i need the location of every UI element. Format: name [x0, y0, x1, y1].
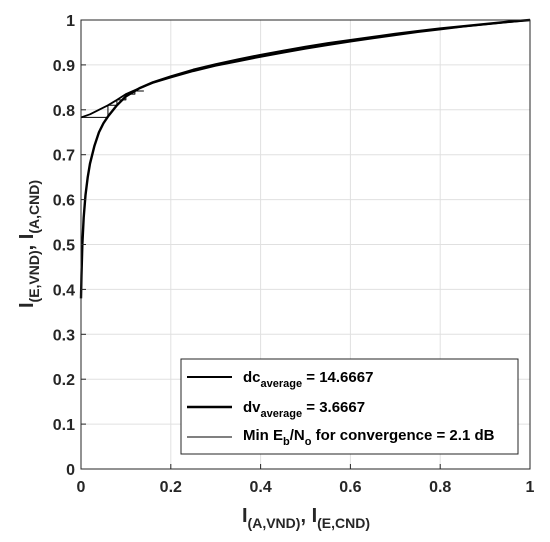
x-axis-label-sub2: (E,CND) [317, 515, 370, 531]
x-tick-label: 1 [526, 479, 535, 496]
legend-conv-mid: /N [290, 427, 305, 444]
y-tick-label: 0.3 [53, 327, 75, 344]
x-axis-label-sub1: (A,VND) [248, 515, 301, 531]
y-tick-label: 0.4 [53, 282, 75, 299]
legend-conv-main: Min E [243, 427, 283, 444]
series-line-dv [79, 18, 531, 299]
y-tick-label: 0.7 [53, 148, 75, 165]
legend-conv-sub: b [283, 436, 290, 448]
x-tick-label: 0.8 [429, 479, 451, 496]
y-axis-label-sep: , [16, 239, 38, 250]
y-axis-label-sub1: (E,VND) [26, 250, 42, 302]
legend-dc-main: dc [243, 369, 261, 386]
legend-dv-main: dv [243, 399, 261, 416]
x-axis-label-var2: I [312, 505, 318, 527]
x-axis-label: I(A,VND), I(E,CND) [242, 505, 370, 531]
legend-dv-sub: average [261, 408, 303, 420]
legend-dc-rest: = 14.6667 [302, 369, 373, 386]
y-tick-label: 1 [66, 13, 75, 30]
y-tick-label: 0.1 [53, 417, 75, 434]
y-axis-label: I(E,VND), I(A,CND) [16, 180, 42, 308]
legend: dcaverage = 14.6667 dvaverage = 3.6667 M… [180, 358, 519, 455]
y-tick-label: 0.9 [53, 58, 75, 75]
legend-box [180, 358, 519, 455]
x-tick-label: 0.4 [249, 479, 271, 496]
x-tick-label: 0.6 [339, 479, 361, 496]
x-tick-label: 0 [77, 479, 86, 496]
y-tick-label: 0.2 [53, 372, 75, 389]
y-axis-label-var2: I [16, 234, 38, 240]
y-tick-label: 0.6 [53, 193, 75, 210]
series-line-convergence [81, 90, 144, 118]
legend-dc-sub: average [261, 378, 303, 390]
y-axis-label-var1: I [16, 302, 38, 308]
x-axis-label-sep: , [300, 505, 311, 527]
legend-dv-rest: = 3.6667 [302, 399, 365, 416]
y-tick-label: 0.8 [53, 103, 75, 120]
y-axis-label-sub2: (A,CND) [26, 180, 42, 234]
legend-entry-dv: dvaverage = 3.6667 [243, 399, 365, 420]
x-axis-label-var1: I [242, 505, 248, 527]
legend-conv-sub2: o [305, 436, 312, 448]
legend-entry-convergence: Min Eb/No for convergence = 2.1 dB [243, 427, 495, 448]
y-axis-ticks: 0 0.1 0.2 0.3 0.4 0.5 0.6 0.7 0.8 0.9 1 [53, 13, 86, 479]
series-layer [79, 18, 531, 299]
y-tick-label: 0 [66, 462, 75, 479]
y-tick-label: 0.5 [53, 238, 75, 255]
series-line-dc [80, 19, 531, 119]
x-tick-label: 0.2 [160, 479, 182, 496]
legend-entry-dc: dcaverage = 14.6667 [243, 369, 373, 390]
x-axis-ticks: 0 0.2 0.4 0.6 0.8 1 [77, 464, 535, 496]
legend-conv-rest: for convergence = 2.1 dB [311, 427, 494, 444]
